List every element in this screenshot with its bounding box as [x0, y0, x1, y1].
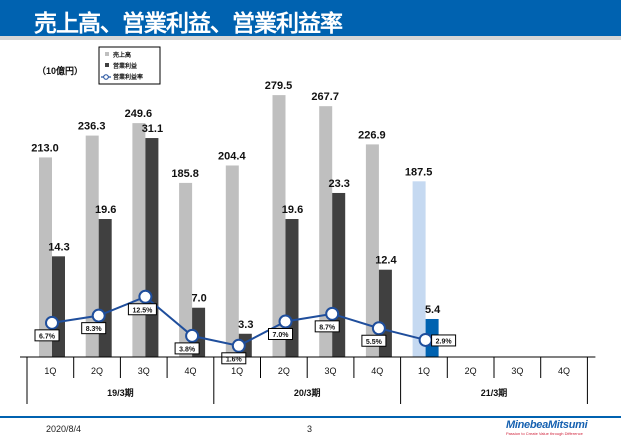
- margin-point: [185, 328, 200, 343]
- margin-label-box: [221, 352, 247, 365]
- op-profit-bar: [145, 138, 159, 357]
- title-underline: [0, 36, 621, 40]
- unit-label: （10億円）: [37, 65, 83, 76]
- logo-tagline: Passion to Create Value through Differen…: [506, 431, 583, 436]
- legend-box: [98, 46, 161, 85]
- op-profit-value-label: 3.3: [238, 319, 253, 331]
- op-profit-value-label: 19.6: [282, 204, 303, 216]
- category-label: 2Q: [278, 366, 290, 376]
- margin-point: [278, 314, 293, 329]
- footer-date: 2020/8/4: [46, 424, 82, 434]
- margin-label-box: [268, 328, 293, 340]
- legend-swatch-sales: [105, 52, 109, 56]
- op-profit-value-label: 31.1: [142, 123, 163, 135]
- margin-point: [418, 332, 433, 347]
- category-label: 1Q: [418, 366, 430, 376]
- op-profit-value-label: 12.4: [375, 255, 397, 267]
- legend-label: 営業利益: [113, 62, 137, 70]
- period-label: 21/3期: [481, 387, 508, 398]
- margin-label-box: [34, 329, 60, 342]
- company-logo: MinebeaMitsumi Passion to Create Value t…: [506, 419, 588, 436]
- margin-point: [45, 315, 59, 330]
- title-bar: 売上高、営業利益、営業利益率: [0, 0, 621, 37]
- sales-value-label: 185.8: [171, 168, 199, 180]
- margin-label: 1.6%: [226, 356, 243, 363]
- margin-label: 3.8%: [179, 346, 196, 353]
- page-number: 3: [307, 424, 313, 434]
- sales-value-label: 213.0: [31, 142, 59, 154]
- category-label: 4Q: [371, 366, 383, 376]
- margin-label: 7.0%: [273, 332, 290, 339]
- sales-bar: [225, 165, 239, 357]
- sales-bar: [132, 123, 146, 357]
- legend-swatch-op-profit: [105, 63, 109, 67]
- op-profit-value-label: 14.3: [48, 241, 69, 253]
- op-profit-bar: [98, 219, 112, 357]
- legend-swatch-margin-point: [103, 74, 109, 80]
- margin-label-box: [81, 322, 107, 335]
- category-label: 2Q: [91, 366, 103, 376]
- op-profit-bar: [52, 256, 65, 357]
- margin-point: [231, 338, 246, 353]
- sales-bar: [412, 181, 426, 357]
- category-label: 4Q: [184, 366, 196, 376]
- sales-bar: [39, 157, 52, 357]
- margin-label: 8.3%: [86, 326, 103, 333]
- margin-label: 2.9%: [436, 338, 453, 345]
- category-label: 3Q: [511, 366, 523, 376]
- sales-bar: [179, 182, 193, 357]
- period-label: 20/3期: [294, 387, 321, 398]
- sales-bar: [85, 135, 99, 357]
- category-label: 3Q: [138, 366, 150, 376]
- op-profit-bar: [332, 192, 346, 357]
- category-label: 1Q: [231, 366, 243, 376]
- margin-label-box: [127, 303, 157, 316]
- period-label: 19/3期: [107, 387, 134, 398]
- category-label: 4Q: [558, 366, 570, 376]
- margin-label: 8.7%: [319, 324, 336, 331]
- sales-value-label: 279.5: [265, 80, 293, 92]
- legend-label: 営業利益率: [113, 73, 143, 81]
- op-profit-value-label: 5.4: [425, 304, 441, 316]
- sales-value-label: 187.5: [405, 166, 433, 178]
- margin-point: [371, 321, 386, 336]
- margin-point: [138, 289, 153, 304]
- category-label: 3Q: [325, 366, 337, 376]
- sales-value-label: 249.6: [125, 108, 153, 120]
- margin-label-box: [431, 334, 457, 347]
- chart: 213.0 236.3 249.6 185.8 204.4 279.5 267.7 226.9…: [20, 46, 596, 404]
- margin-label-box: [174, 342, 200, 355]
- category-label: 2Q: [465, 366, 477, 376]
- category-label: 1Q: [44, 366, 56, 376]
- sales-bar: [365, 144, 379, 357]
- margin-label: 12.5%: [132, 307, 153, 314]
- sales-value-label: 236.3: [78, 121, 106, 133]
- margin-label: 5.5%: [366, 339, 383, 346]
- footer-divider: [0, 416, 621, 418]
- margin-label-box: [361, 334, 387, 347]
- sales-value-label: 226.9: [358, 129, 386, 141]
- op-profit-value-label: 23.3: [328, 178, 349, 190]
- page-title: 売上高、営業利益、営業利益率: [34, 11, 343, 37]
- sales-bar: [319, 106, 333, 357]
- margin-point: [325, 306, 340, 321]
- sales-bar: [272, 95, 286, 358]
- margin-label: 6.7%: [39, 333, 56, 340]
- logo-text: MinebeaMitsumi: [506, 419, 588, 431]
- sales-value-label: 204.4: [218, 150, 246, 162]
- margin-label-box: [314, 320, 340, 333]
- op-profit-value-label: 19.6: [95, 204, 116, 216]
- sales-value-label: 267.7: [311, 91, 339, 103]
- margin-point: [91, 308, 106, 323]
- legend-label: 売上高: [112, 51, 131, 59]
- op-profit-value-label: 7.0: [191, 293, 206, 305]
